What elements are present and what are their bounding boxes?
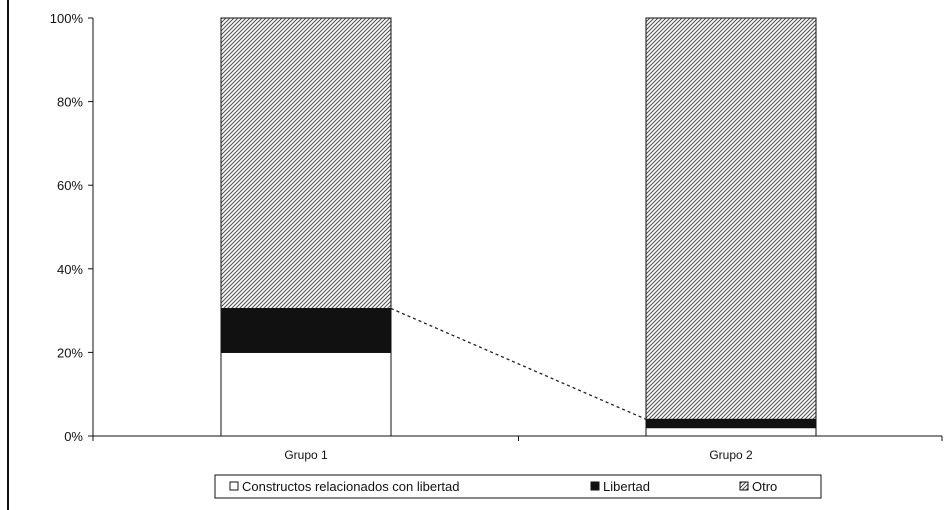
bar-segment-3-1 bbox=[220, 17, 392, 310]
axes bbox=[92, 18, 943, 441]
category-label: Grupo 2 bbox=[709, 448, 753, 462]
frame-left-border bbox=[7, 0, 9, 510]
y-tick-label: 40% bbox=[57, 262, 83, 277]
y-tick-label: 60% bbox=[57, 178, 83, 193]
y-axis-ticks: 0% 20% 40% 60% 80% 100% bbox=[50, 11, 93, 444]
bar-segment-3-2 bbox=[645, 17, 817, 420]
legend-box bbox=[214, 474, 822, 499]
legend-swatch bbox=[229, 481, 239, 491]
series-connector-line bbox=[390, 307, 647, 420]
legend-label: Otro bbox=[752, 479, 777, 494]
x-axis-labels: Grupo 1 Grupo 2 bbox=[284, 448, 753, 462]
bar-segment-1-1 bbox=[220, 351, 392, 437]
legend-label: Libertad bbox=[603, 479, 650, 494]
legend-swatch bbox=[739, 481, 749, 491]
legend-swatch bbox=[590, 481, 600, 491]
y-tick-label: 0% bbox=[64, 429, 83, 444]
legend-label: Constructos relacionados con libertad bbox=[242, 479, 460, 494]
bar-segment-2-1 bbox=[220, 308, 392, 353]
category-label: Grupo 1 bbox=[284, 448, 328, 462]
y-tick-label: 100% bbox=[50, 11, 84, 26]
bars bbox=[220, 17, 817, 437]
bar-segment-1-2 bbox=[645, 427, 817, 437]
bar-segment-2-2 bbox=[645, 418, 817, 429]
y-tick-label: 20% bbox=[57, 345, 83, 360]
y-tick-label: 80% bbox=[57, 95, 83, 110]
series-lines bbox=[390, 307, 647, 420]
legend: Constructos relacionados con libertad Lib… bbox=[214, 474, 822, 499]
